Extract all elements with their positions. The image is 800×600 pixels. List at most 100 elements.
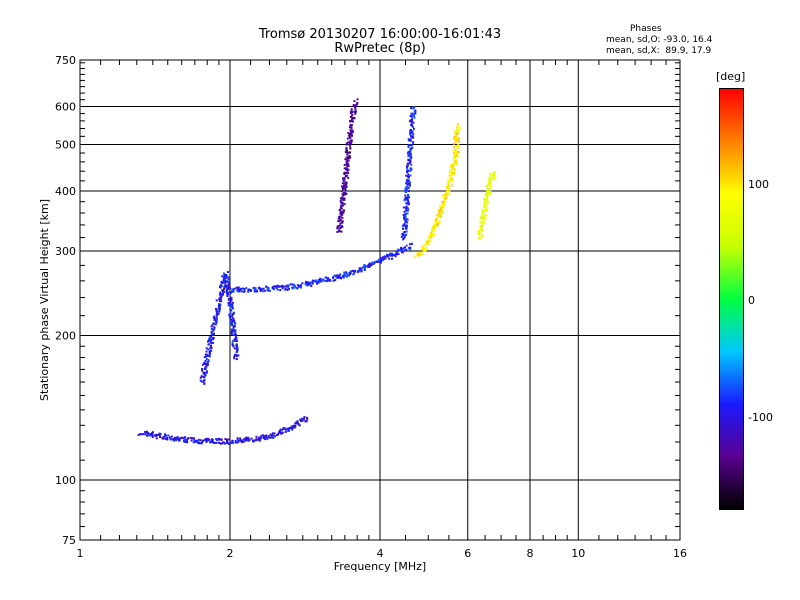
echo-point bbox=[374, 260, 377, 263]
echo-point bbox=[413, 113, 416, 116]
echo-point bbox=[320, 280, 323, 283]
echo-point bbox=[412, 133, 415, 136]
echo-point bbox=[234, 440, 237, 442]
echo-point bbox=[443, 199, 446, 202]
echo-point bbox=[226, 281, 229, 284]
echo-point bbox=[229, 320, 232, 323]
echo-point bbox=[223, 287, 226, 290]
echo-point bbox=[151, 434, 154, 436]
echo-point bbox=[351, 119, 354, 122]
echo-point bbox=[407, 154, 410, 157]
echo-point bbox=[339, 227, 342, 230]
x-axis-label: Frequency [MHz] bbox=[334, 560, 426, 573]
echo-point bbox=[236, 349, 239, 352]
echo-point bbox=[243, 438, 246, 441]
echo-point bbox=[454, 134, 457, 137]
echo-point bbox=[210, 438, 213, 441]
echo-point bbox=[231, 344, 234, 347]
echo-point bbox=[455, 155, 458, 158]
echo-point bbox=[421, 253, 424, 255]
echo-point bbox=[341, 220, 344, 223]
echo-point bbox=[365, 265, 367, 268]
echo-point bbox=[349, 143, 351, 146]
echo-point bbox=[277, 285, 280, 287]
echo-point bbox=[456, 129, 459, 132]
echo-point bbox=[343, 164, 346, 166]
echo-point bbox=[202, 371, 205, 374]
echo-point bbox=[235, 333, 237, 336]
stats-x-mode: mean, sd,X: 89.9, 17.9 bbox=[606, 46, 712, 56]
echo-point bbox=[215, 299, 218, 302]
echo-point bbox=[403, 198, 406, 201]
echo-point bbox=[229, 301, 232, 304]
echo-point bbox=[348, 151, 351, 154]
echo-point bbox=[338, 220, 341, 223]
echo-point bbox=[228, 438, 231, 441]
echo-point bbox=[210, 344, 212, 347]
echo-point bbox=[453, 163, 455, 166]
echo-point bbox=[400, 235, 403, 238]
echo-point bbox=[315, 279, 318, 282]
echo-point bbox=[240, 287, 243, 290]
echo-point bbox=[406, 178, 409, 181]
echo-point bbox=[352, 273, 355, 276]
echo-point bbox=[247, 290, 250, 293]
echo-point bbox=[484, 197, 487, 200]
echo-point bbox=[209, 339, 212, 342]
echo-point bbox=[161, 437, 164, 440]
echo-point bbox=[210, 325, 213, 328]
echo-point bbox=[367, 264, 370, 267]
echo-point bbox=[206, 439, 209, 442]
echo-point bbox=[409, 184, 411, 187]
echo-point bbox=[451, 178, 454, 181]
echo-point bbox=[436, 214, 439, 217]
echo-point bbox=[348, 133, 351, 136]
echo-point bbox=[190, 439, 193, 442]
echo-point bbox=[344, 175, 347, 178]
echo-point bbox=[234, 322, 237, 325]
echo-point bbox=[340, 190, 343, 193]
x-tick-label: 16 bbox=[673, 547, 687, 560]
echo-point bbox=[456, 139, 458, 142]
y-tick-label: 100 bbox=[55, 474, 76, 487]
echo-point bbox=[347, 151, 349, 154]
echo-point bbox=[201, 368, 203, 370]
echo-point bbox=[293, 286, 296, 289]
echo-point bbox=[433, 225, 436, 227]
echo-point bbox=[342, 188, 344, 191]
echo-point bbox=[222, 441, 225, 444]
echo-point bbox=[438, 220, 441, 223]
echo-point bbox=[489, 190, 492, 193]
echo-point bbox=[439, 214, 442, 217]
echo-point bbox=[410, 144, 413, 147]
echo-point bbox=[277, 431, 280, 434]
echo-point bbox=[349, 129, 352, 132]
x-tick-label: 10 bbox=[571, 547, 585, 560]
echo-point bbox=[411, 118, 414, 121]
echo-point bbox=[206, 362, 209, 365]
echo-point bbox=[206, 354, 209, 357]
echo-point bbox=[237, 286, 240, 289]
echo-point bbox=[408, 181, 411, 184]
echo-point bbox=[344, 158, 347, 161]
echo-point bbox=[227, 302, 230, 304]
echo-point bbox=[454, 141, 457, 144]
echo-point bbox=[305, 282, 308, 284]
echo-point bbox=[410, 148, 412, 151]
echo-point bbox=[175, 439, 178, 442]
echo-point bbox=[431, 228, 434, 231]
echo-point bbox=[388, 257, 391, 260]
y-tick-label: 500 bbox=[55, 139, 76, 152]
echo-point bbox=[408, 246, 410, 249]
echo-point bbox=[378, 260, 381, 263]
echo-point bbox=[382, 256, 385, 259]
echo-point bbox=[209, 440, 212, 443]
echo-point bbox=[222, 279, 225, 282]
echo-point bbox=[203, 438, 206, 441]
echo-point bbox=[232, 345, 235, 348]
echo-point bbox=[359, 267, 362, 270]
echo-point bbox=[394, 255, 397, 258]
echo-point bbox=[230, 328, 233, 331]
echo-point bbox=[166, 438, 169, 441]
echo-point bbox=[483, 205, 486, 208]
